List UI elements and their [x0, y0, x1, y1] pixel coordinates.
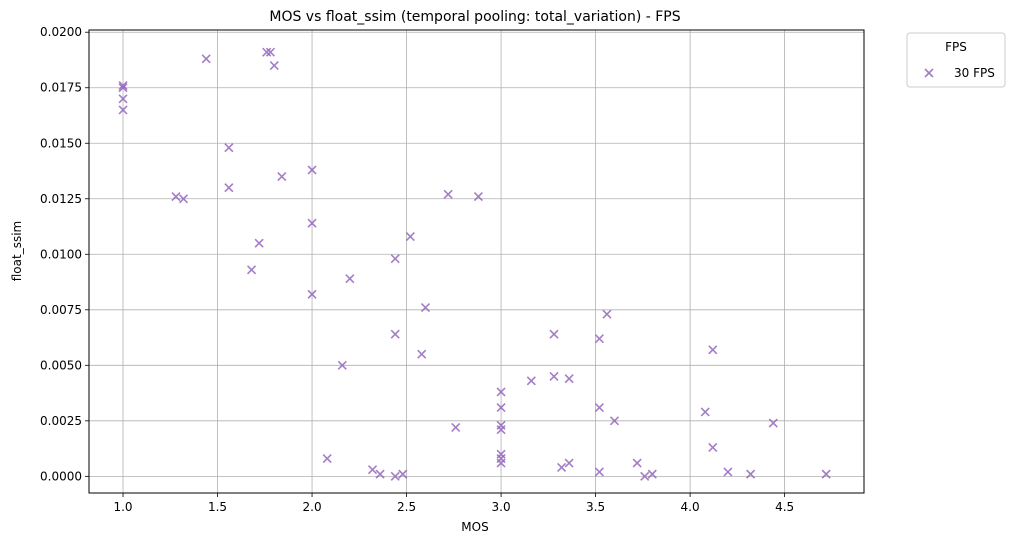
- legend-box: [906, 32, 1006, 88]
- data-point: [307, 218, 317, 228]
- data-point: [594, 467, 604, 477]
- grid-lines: [89, 30, 864, 493]
- data-point: [254, 238, 264, 248]
- data-point: [420, 303, 431, 313]
- y-tick-label: 0.0175: [40, 81, 82, 95]
- data-points: [118, 47, 831, 481]
- data-point: [390, 254, 400, 264]
- data-point: [277, 171, 287, 182]
- data-point: [708, 345, 718, 355]
- data-point: [556, 462, 567, 473]
- x-tick-label: 1.5: [208, 500, 227, 514]
- data-point: [746, 469, 756, 479]
- legend: FPS 30 FPS: [906, 32, 1006, 88]
- x-tick-label: 2.5: [397, 500, 416, 514]
- data-point: [390, 329, 400, 339]
- x-tick-label: 3.0: [492, 500, 511, 514]
- data-point: [262, 47, 272, 57]
- data-point: [178, 194, 189, 204]
- data-point: [700, 407, 710, 417]
- y-tick-label: 0.0000: [40, 469, 82, 483]
- data-point: [269, 60, 279, 71]
- legend-title: FPS: [945, 40, 967, 54]
- data-point: [405, 231, 415, 242]
- x-axis-ticks: 1.0 1.5 2.0 2.5 3.0 3.5 4.0 4.5: [113, 493, 794, 514]
- data-point: [118, 105, 128, 115]
- data-point: [224, 183, 234, 193]
- data-point: [375, 469, 385, 479]
- data-point: [602, 309, 612, 319]
- data-point: [549, 371, 559, 381]
- data-point: [609, 416, 620, 426]
- data-point: [224, 143, 234, 153]
- chart-title: MOS vs float_ssim (temporal pooling: tot…: [269, 9, 680, 25]
- data-point: [496, 387, 506, 397]
- data-point: [594, 402, 604, 413]
- data-point: [398, 469, 408, 479]
- x-tick-label: 2.0: [303, 500, 322, 514]
- data-point: [647, 469, 657, 479]
- data-point: [322, 454, 332, 464]
- data-point: [417, 349, 427, 359]
- data-point: [564, 458, 574, 468]
- data-point: [345, 274, 355, 284]
- data-point: [443, 189, 453, 199]
- y-axis-ticks: 0.0000 0.0025 0.0050 0.0075 0.0100 0.0125 0.01…: [40, 25, 89, 483]
- legend-marker-x-icon: [924, 68, 934, 78]
- data-point: [118, 94, 128, 104]
- data-point: [723, 467, 733, 477]
- data-point: [549, 329, 559, 339]
- data-point: [768, 418, 778, 428]
- data-point: [708, 442, 718, 453]
- data-point: [473, 191, 483, 202]
- y-tick-label: 0.0075: [40, 303, 82, 317]
- data-point: [496, 425, 506, 435]
- data-point: [451, 422, 461, 433]
- data-point: [201, 54, 211, 64]
- data-point: [265, 47, 276, 57]
- data-point: [496, 458, 506, 468]
- data-point: [526, 376, 536, 386]
- data-point: [594, 334, 604, 344]
- data-point: [367, 465, 378, 475]
- y-tick-label: 0.0200: [40, 25, 82, 39]
- x-tick-label: 1.0: [113, 500, 132, 514]
- x-axis-label: MOS: [461, 520, 488, 534]
- legend-marker-x: [924, 68, 934, 78]
- data-point: [246, 265, 257, 275]
- y-tick-label: 0.0025: [40, 414, 82, 428]
- y-tick-label: 0.0150: [40, 136, 82, 150]
- x-tick-label: 3.5: [586, 500, 605, 514]
- data-point: [307, 289, 317, 299]
- data-point: [390, 471, 400, 481]
- data-point: [118, 83, 128, 93]
- y-tick-label: 0.0100: [40, 247, 82, 261]
- legend-entry-30-fps: 30 FPS: [954, 66, 995, 80]
- data-point: [307, 165, 317, 175]
- plot-area-frame: [88, 29, 865, 494]
- y-axis-label: float_ssim: [10, 221, 24, 282]
- data-point: [632, 458, 642, 468]
- data-point: [496, 402, 506, 413]
- data-point: [640, 471, 650, 481]
- x-tick-label: 4.5: [775, 500, 794, 514]
- data-point: [337, 360, 347, 370]
- data-point: [821, 469, 831, 479]
- x-tick-label: 4.0: [681, 500, 700, 514]
- y-tick-label: 0.0125: [40, 192, 82, 206]
- y-tick-label: 0.0050: [40, 358, 82, 372]
- data-point: [118, 80, 128, 91]
- data-point: [564, 374, 574, 384]
- data-point: [171, 191, 181, 202]
